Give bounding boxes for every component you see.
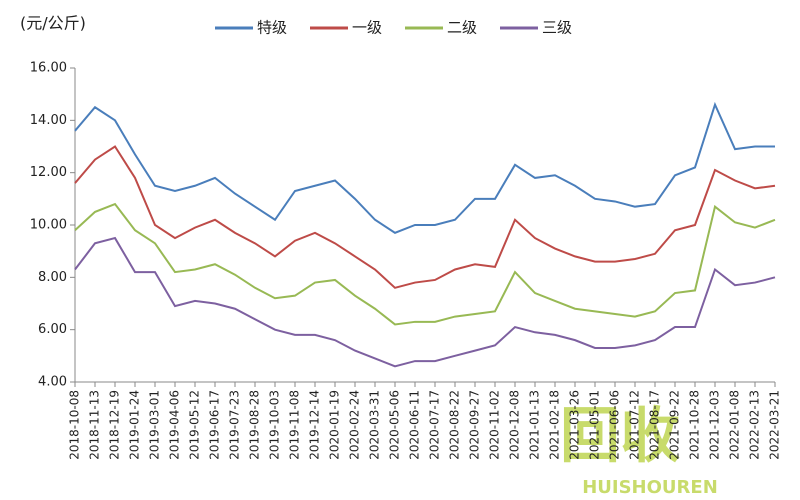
x-tick-label: 2020-08-22 [448, 390, 462, 460]
x-tick-label: 2019-05-12 [188, 390, 202, 460]
x-tick-label: 2018-11-13 [88, 390, 102, 460]
y-tick-label: 14.00 [30, 113, 67, 128]
y-tick-label: 8.00 [38, 270, 67, 285]
x-tick-label: 2020-06-11 [408, 390, 422, 460]
x-tick-label: 2021-03-26 [568, 390, 582, 460]
series-line [74, 145, 776, 289]
x-tick-label: 2021-09-22 [668, 390, 682, 460]
x-tick-label: 2020-09-27 [468, 390, 482, 460]
x-tick-label: 2019-07-23 [228, 390, 242, 460]
x-tick-label: 2019-01-24 [128, 390, 142, 460]
x-tick-label: 2021-06-06 [608, 390, 622, 460]
x-tick-label: 2019-08-28 [248, 390, 262, 460]
legend-label: 一级 [352, 19, 382, 37]
x-tick-label: 2019-12-14 [308, 390, 322, 460]
x-tick-label: 2020-03-31 [368, 390, 382, 460]
x-tick-label: 2019-11-08 [288, 390, 302, 460]
x-tick-label: 2020-11-02 [488, 390, 502, 460]
watermark: HUISHOUREN [582, 477, 718, 498]
x-tick-label: 2021-12-03 [708, 390, 722, 460]
x-tick-label: 2022-01-08 [728, 390, 742, 460]
x-tick-label: 2020-05-06 [388, 390, 402, 460]
y-tick-label: 10.00 [30, 218, 67, 233]
y-tick-label: 4.00 [38, 375, 67, 390]
x-tick-label: 2022-02-13 [748, 390, 762, 460]
series-line [74, 202, 776, 326]
x-tick-label: 2021-05-01 [588, 390, 602, 460]
x-tick-label: 2018-12-19 [108, 390, 122, 460]
x-tick-label: 2018-10-08 [68, 390, 82, 460]
watermark: 回收 [560, 402, 680, 472]
series-line [74, 101, 775, 234]
legend-label: 特级 [257, 19, 287, 37]
x-tick-label: 2020-12-08 [508, 390, 522, 460]
x-tick-label: 2019-04-06 [168, 390, 182, 460]
legend-label: 三级 [542, 19, 572, 37]
unit-label: (元/公斤) [20, 14, 86, 33]
x-tick-label: 2022-03-21 [768, 390, 782, 460]
x-tick-label: 2020-02-24 [348, 390, 362, 460]
x-tick-label: 2021-01-13 [528, 390, 542, 460]
x-tick-label: 2019-03-01 [148, 390, 162, 460]
x-tick-label: 2021-07-12 [628, 390, 642, 460]
y-tick-label: 12.00 [30, 165, 67, 180]
legend-label: 二级 [447, 19, 477, 37]
x-tick-label: 2019-10-03 [268, 390, 282, 460]
y-tick-label: 6.00 [38, 322, 67, 337]
x-tick-label: 2021-08-17 [648, 390, 662, 460]
x-tick-label: 2020-01-19 [328, 390, 342, 460]
y-tick-label: 16.00 [30, 61, 67, 76]
x-tick-label: 2020-07-17 [428, 390, 442, 460]
x-tick-label: 2021-02-18 [548, 390, 562, 460]
series-line [74, 236, 776, 368]
x-tick-label: 2021-10-28 [688, 390, 702, 460]
x-tick-label: 2019-06-17 [208, 390, 222, 460]
